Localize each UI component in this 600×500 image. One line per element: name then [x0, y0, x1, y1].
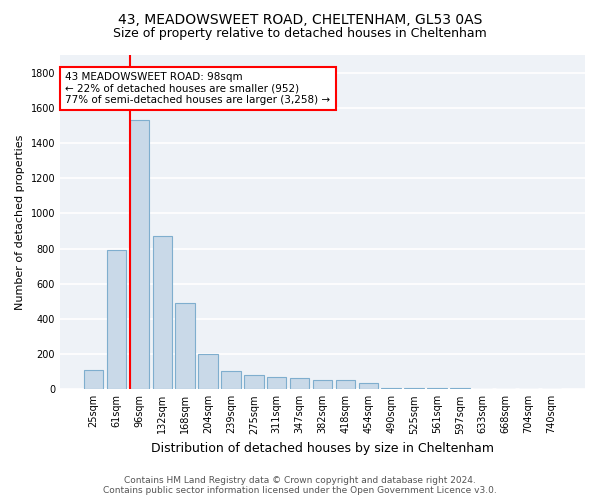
- Bar: [359, 383, 378, 390]
- Bar: [427, 388, 446, 390]
- X-axis label: Distribution of detached houses by size in Cheltenham: Distribution of detached houses by size …: [151, 442, 494, 455]
- Bar: [267, 377, 286, 390]
- Bar: [221, 371, 241, 390]
- Bar: [175, 303, 195, 390]
- Bar: [404, 388, 424, 390]
- Bar: [84, 370, 103, 390]
- Text: Size of property relative to detached houses in Cheltenham: Size of property relative to detached ho…: [113, 28, 487, 40]
- Bar: [244, 375, 263, 390]
- Bar: [313, 380, 332, 390]
- Bar: [130, 120, 149, 390]
- Bar: [382, 388, 401, 390]
- Text: 43 MEADOWSWEET ROAD: 98sqm
← 22% of detached houses are smaller (952)
77% of sem: 43 MEADOWSWEET ROAD: 98sqm ← 22% of deta…: [65, 72, 331, 105]
- Bar: [473, 388, 493, 390]
- Bar: [199, 354, 218, 390]
- Text: 43, MEADOWSWEET ROAD, CHELTENHAM, GL53 0AS: 43, MEADOWSWEET ROAD, CHELTENHAM, GL53 0…: [118, 12, 482, 26]
- Bar: [519, 388, 538, 390]
- Y-axis label: Number of detached properties: Number of detached properties: [15, 134, 25, 310]
- Bar: [290, 378, 310, 390]
- Bar: [107, 250, 126, 390]
- Text: Contains HM Land Registry data © Crown copyright and database right 2024.
Contai: Contains HM Land Registry data © Crown c…: [103, 476, 497, 495]
- Bar: [335, 380, 355, 390]
- Bar: [542, 388, 561, 390]
- Bar: [152, 236, 172, 390]
- Bar: [496, 388, 515, 390]
- Bar: [450, 388, 470, 390]
